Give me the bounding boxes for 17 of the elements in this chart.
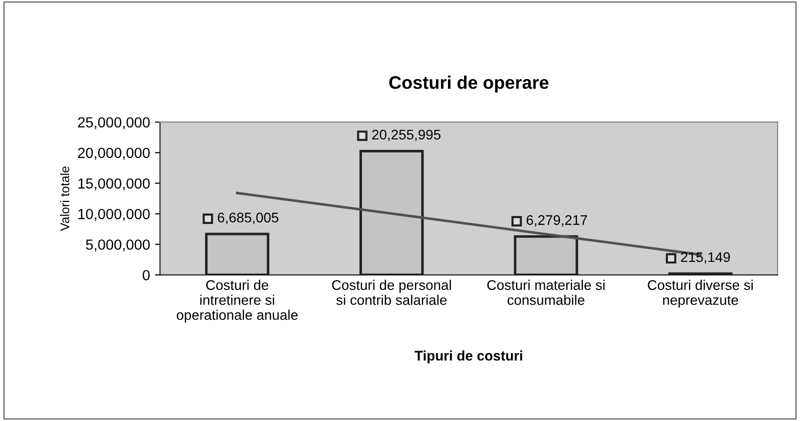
x-tick-label: Costuri diverse si neprevazute (648, 280, 753, 308)
x-tick-label: Costuri de intretinere si operationale anuale (176, 280, 298, 323)
chart-title: Costuri de operare (389, 76, 548, 93)
y-tick-label: 25,000,000 (78, 117, 150, 130)
y-tick-label: 20,000,000 (78, 148, 150, 160)
y-tick-label: 15,000,000 (78, 178, 150, 190)
y-tick-label: 10,000,000 (78, 208, 150, 221)
data-label: 6,279,217 (526, 215, 588, 227)
y-tick-label: 0 (142, 270, 150, 280)
y-axis-title: Valori totale (60, 166, 70, 231)
y-tick-label: 5,000,000 (86, 239, 150, 252)
data-label: 215,149 (681, 252, 730, 264)
data-label: 20,255,995 (372, 130, 440, 142)
x-tick-label: Costuri de personal si contrib salariale (332, 280, 451, 305)
data-label: 6,685,005 (218, 212, 278, 224)
x-tick-label: Costuri materiale si consumabile (487, 280, 604, 305)
x-axis-title: Tipuri de costuri (414, 350, 522, 364)
